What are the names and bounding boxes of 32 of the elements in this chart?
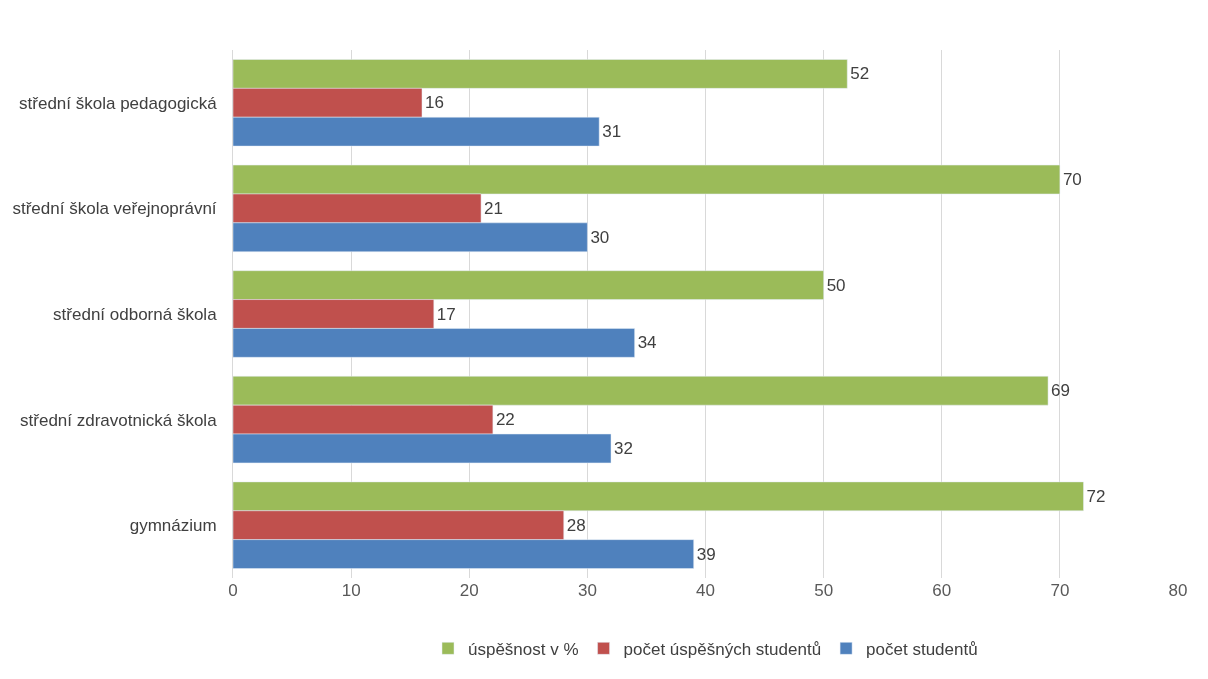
data-label: 32: [614, 438, 633, 458]
y-tick-label: střední škola pedagogická: [19, 93, 218, 113]
y-tick-label: gymnázium: [129, 516, 217, 536]
data-label: 70: [1062, 170, 1082, 190]
legend-label: počet úspěšných studentů: [623, 639, 822, 659]
legend-label: úspěšnost v %: [468, 639, 579, 659]
x-tick-label: 0: [228, 581, 238, 600]
data-label: 52: [850, 64, 870, 84]
x-tick-label: 80: [1168, 581, 1188, 600]
x-tick-label: 50: [814, 581, 834, 600]
x-tick-label: 60: [932, 581, 952, 600]
data-label: 69: [1051, 381, 1070, 401]
data-label: 16: [425, 93, 444, 113]
data-label: 72: [1086, 486, 1106, 506]
x-tick-label: 40: [696, 581, 715, 600]
x-tick-label: 20: [459, 581, 479, 600]
data-label: 30: [590, 227, 610, 247]
data-label: 22: [495, 410, 515, 430]
x-tick-label: 70: [1050, 581, 1070, 600]
y-tick-label: střední škola veřejnoprávní: [12, 199, 217, 219]
data-label: 21: [484, 198, 503, 218]
legend-label: počet studentů: [866, 639, 978, 659]
y-tick-label: střední zdravotnická škola: [20, 410, 218, 430]
data-label: 28: [566, 515, 586, 535]
data-label: 50: [826, 275, 846, 295]
data-label: 17: [436, 304, 456, 324]
y-tick-label: střední odborná škola: [53, 304, 218, 324]
x-tick-label: 30: [577, 581, 597, 600]
x-tick-label: 10: [341, 581, 361, 600]
data-label: 39: [696, 544, 716, 564]
data-label: 34: [637, 333, 657, 353]
data-label: 31: [602, 122, 622, 142]
